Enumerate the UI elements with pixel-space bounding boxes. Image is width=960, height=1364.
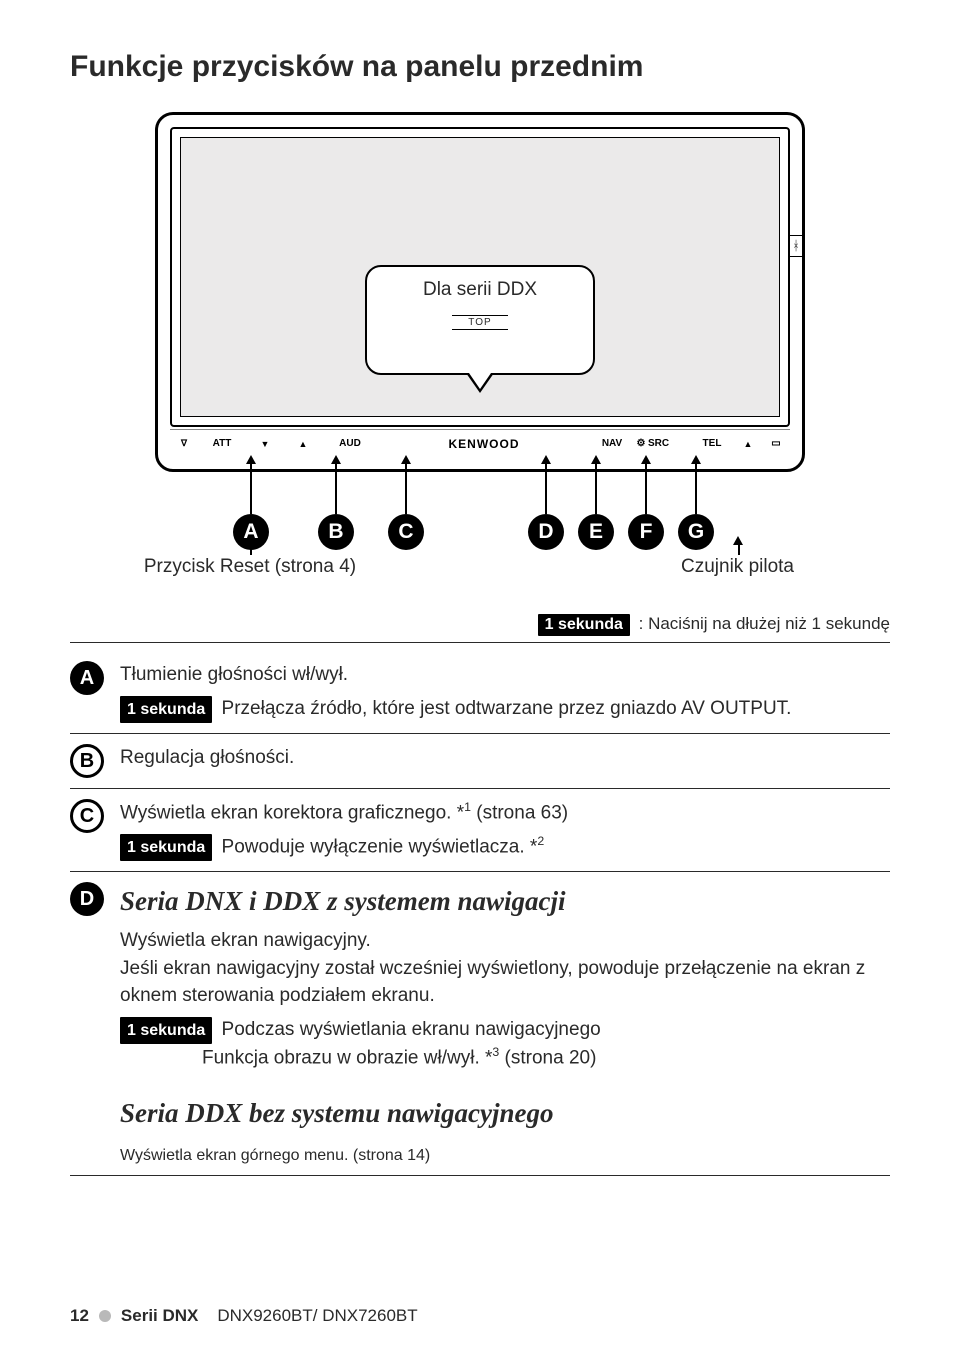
page-number: 12 (70, 1306, 89, 1326)
bluetooth-icon: ᚼ (789, 235, 803, 257)
series1-line3b-wrap: Funkcja obrazu w obrazie wł/wył. *3 (str… (120, 1044, 890, 1072)
pointer-line (545, 464, 547, 514)
item-b-line1: Regulacja głośności. (120, 744, 890, 772)
footer-series: Serii DNX (121, 1306, 198, 1325)
series1-line2: Jeśli ekran nawigacyjny został wcześniej… (120, 955, 890, 1010)
item-badge-b: B (70, 744, 104, 778)
page-footer: 12 Serii DNX DNX9260BT/ DNX7260BT (70, 1306, 418, 1326)
item-c-line1-wrap: Wyświetla ekran korektora graficznego. *… (120, 799, 890, 827)
pointer-line (595, 464, 597, 514)
item-c-line1: Wyświetla ekran korektora graficznego. * (120, 802, 464, 823)
item-a-line2: Przełącza źródło, które jest odtwarzane … (222, 698, 792, 719)
item-a-sub: 1 sekunda Przełącza źródło, które jest o… (120, 695, 890, 723)
item-c-sup2: 2 (537, 834, 544, 848)
reset-label: Przycisk Reset (strona 4) (130, 556, 370, 578)
footer-models: Serii DNX DNX9260BT/ DNX7260BT (121, 1306, 418, 1326)
series1-ref3: (strona 20) (499, 1047, 596, 1068)
item-badge-c: C (70, 799, 104, 833)
item-badge-d: D (70, 882, 104, 916)
pointer-area: A B C D E F G Przycisk Reset (strona 4) … (155, 464, 805, 584)
pointer-line (405, 464, 407, 514)
tel-button: TEL (690, 438, 734, 449)
one-second-badge: 1 sekunda (120, 1017, 212, 1044)
footer-dot-icon (99, 1310, 111, 1322)
badge-e: E (578, 514, 614, 550)
volume-down-icon: ▼ (246, 439, 284, 449)
series1-line1: Wyświetla ekran nawigacyjny. (120, 927, 890, 955)
callout-box: Dla serii DDX TOP (365, 265, 595, 375)
legend-text: : Naciśnij na dłużej niż 1 sekundę (639, 614, 890, 633)
item-c-ref1: (strona 63) (471, 802, 568, 823)
item-body-c: Wyświetla ekran korektora graficznego. *… (120, 799, 890, 861)
footer-model-list: DNX9260BT/ DNX7260BT (217, 1306, 417, 1325)
item-body-b: Regulacja głośności. (120, 744, 890, 772)
item-badge-a: A (70, 661, 104, 695)
badge-b: B (318, 514, 354, 550)
series1-title: Seria DNX i DDX z systemem nawigacji (120, 882, 890, 921)
sensor-label: Czujnik pilota (660, 556, 815, 578)
one-second-badge: 1 sekunda (538, 614, 630, 636)
item-c-line2: Powoduje wyłączenie wyświetlacza. * (222, 836, 538, 857)
one-second-badge: 1 sekunda (120, 834, 212, 861)
device-frame: ᚼ Dla serii DDX TOP ∇ ATT ▼ ▲ AUD KENWOO… (155, 112, 805, 472)
item-c-sub: 1 sekunda Powoduje wyłączenie wyświetlac… (120, 833, 890, 862)
badge-c: C (388, 514, 424, 550)
badge-f: F (628, 514, 664, 550)
src-icon: ⚙ (634, 438, 648, 449)
front-button-strip: ∇ ATT ▼ ▲ AUD KENWOOD NAV ⚙ SRC TEL ▲ ▭ (170, 429, 790, 457)
item-c-sup1: 1 (464, 800, 471, 814)
top-button: TOP (452, 315, 508, 330)
pointer-line (250, 464, 252, 514)
series1-line3b: Funkcja obrazu w obrazie wł/wył. * (202, 1047, 492, 1068)
page-title: Funkcje przycisków na panelu przednim (70, 50, 890, 84)
item-d-tail: Wyświetla ekran górnego menu. (strona 14… (70, 1139, 890, 1176)
item-row-d: D Seria DNX i DDX z systemem nawigacji W… (70, 872, 890, 1139)
series2-line1: Wyświetla ekran górnego menu. (strona 14… (120, 1147, 430, 1164)
series1-line3a: Podczas wyświetlania ekranu nawigacyjneg… (222, 1019, 601, 1040)
item-body-d: Seria DNX i DDX z systemem nawigacji Wyś… (120, 882, 890, 1139)
device-diagram: ᚼ Dla serii DDX TOP ∇ ATT ▼ ▲ AUD KENWOO… (155, 112, 805, 584)
one-second-badge: 1 sekunda (120, 696, 212, 723)
nav-button: NAV (590, 438, 634, 449)
reset-button-icon: ∇ (170, 438, 198, 449)
badge-d: D (528, 514, 564, 550)
volume-up-icon: ▲ (284, 439, 322, 449)
item-row-c: C Wyświetla ekran korektora graficznego.… (70, 789, 890, 872)
callout-tail (466, 373, 494, 393)
brand-label: KENWOOD (378, 437, 590, 451)
badge-g: G (678, 514, 714, 550)
item-a-line1: Tłumienie głośności wł/wył. (120, 661, 890, 689)
aud-button: AUD (322, 438, 378, 449)
item-row-a: A Tłumienie głośności wł/wył. 1 sekunda … (70, 651, 890, 734)
legend-line: 1 sekunda : Naciśnij na dłużej niż 1 sek… (70, 614, 890, 643)
series2-title: Seria DDX bez systemu nawigacyjnego (120, 1094, 890, 1133)
pointer-line (335, 464, 337, 514)
item-row-b: B Regulacja głośności. (70, 734, 890, 789)
screen-icon: ▭ (762, 438, 790, 449)
series1-sub: 1 sekunda Podczas wyświetlania ekranu na… (120, 1016, 890, 1044)
pointer-line (645, 464, 647, 514)
src-button: SRC (648, 438, 690, 449)
callout-label: Dla serii DDX (367, 279, 593, 301)
att-button: ATT (198, 438, 246, 449)
eject-icon: ▲ (734, 439, 762, 449)
pointer-line (695, 464, 697, 514)
item-body-a: Tłumienie głośności wł/wył. 1 sekunda Pr… (120, 661, 890, 723)
